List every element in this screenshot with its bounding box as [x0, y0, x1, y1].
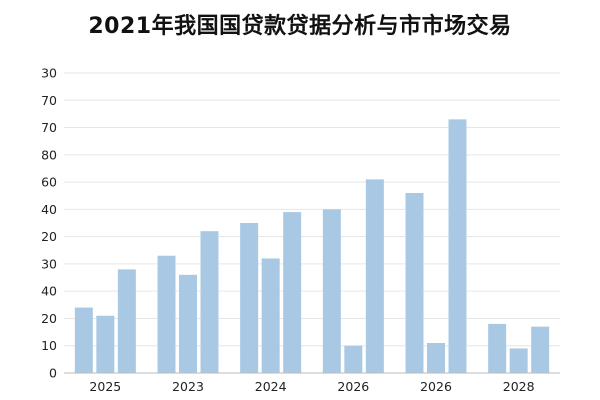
y-tick-label: 40 [41, 284, 57, 299]
bar [179, 274, 197, 373]
y-tick-label: 20 [41, 229, 57, 244]
x-tick-label: 2028 [503, 379, 535, 394]
bar [427, 343, 445, 373]
x-tick-label: 2025 [89, 379, 121, 394]
y-tick-label: 30 [41, 66, 57, 81]
bar [365, 179, 384, 373]
bar [488, 323, 507, 373]
bar [157, 255, 176, 373]
bar [531, 326, 550, 373]
x-axis-ticks: 2025 2023 2024 2026 2026 2028 [89, 379, 534, 394]
bar [200, 231, 219, 373]
y-tick-label: 0 [49, 366, 57, 381]
bar [405, 193, 424, 373]
bar [322, 209, 341, 373]
gridlines [64, 72, 560, 347]
y-tick-label: 30 [41, 256, 57, 271]
bar [344, 345, 363, 373]
y-tick-label: 70 [41, 93, 57, 108]
bar [509, 348, 528, 373]
chart-title: 2021年我国国贷款贷据分析与市市场交易 [88, 14, 512, 39]
y-tick-label: 20 [41, 311, 57, 326]
y-tick-label: 60 [41, 175, 57, 190]
y-tick-label: 80 [41, 147, 57, 162]
bar [117, 269, 136, 373]
y-axis-ticks: 0 10 20 40 30 20 40 60 80 70 70 30 [41, 66, 57, 381]
x-tick-label: 2026 [420, 379, 452, 394]
bar [448, 119, 467, 373]
y-tick-label: 10 [41, 338, 57, 353]
x-tick-label: 2023 [172, 379, 204, 394]
y-tick-label: 70 [41, 120, 57, 135]
bars [74, 119, 550, 373]
x-tick-label: 2024 [255, 379, 287, 394]
y-tick-label: 40 [41, 202, 57, 217]
bar [74, 307, 93, 373]
bar [96, 315, 115, 373]
x-tick-label: 2026 [337, 379, 369, 394]
bar [283, 212, 302, 373]
bar [261, 258, 280, 373]
bar [240, 223, 259, 373]
